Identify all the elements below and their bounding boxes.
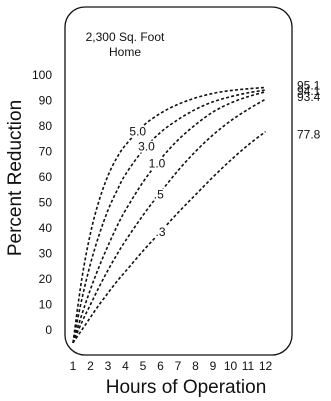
x-tick-label: 5 <box>140 359 147 373</box>
x-tick-label: 12 <box>259 359 273 373</box>
x-tick-label: 11 <box>242 359 255 373</box>
y-tick-label: 80 <box>39 119 53 133</box>
y-tick-label: 100 <box>32 68 52 82</box>
series-label: 5.0 <box>129 125 146 139</box>
y-tick-label: 20 <box>39 272 53 286</box>
x-ticks: 1 2 3 4 5 6 7 8 9 10 11 12 <box>70 359 273 373</box>
curve-labels: 5.03.0 1.0 .5 .3 <box>127 125 171 239</box>
x-tick-label: 3 <box>105 359 112 373</box>
series-end-label: 77.8 <box>297 128 321 142</box>
y-tick-label: 40 <box>39 221 53 235</box>
series-line <box>72 130 266 344</box>
y-tick-label: 70 <box>39 145 53 159</box>
series-label-bg <box>150 225 171 238</box>
x-axis-title: Hours of Operation <box>106 377 267 398</box>
series-label-bg <box>136 140 157 153</box>
series-end-label: 93.4 <box>297 90 321 104</box>
series-label-bg <box>148 188 169 201</box>
annotation-line-1: 2,300 Sq. Foot <box>86 30 165 44</box>
series-line <box>72 89 266 343</box>
x-tick-label: 7 <box>175 359 182 373</box>
annotation-line-2: Home <box>109 45 141 59</box>
x-tick-label: 2 <box>87 359 94 373</box>
x-tick-label: 6 <box>157 359 164 373</box>
curves <box>72 86 266 344</box>
y-tick-label: 10 <box>39 298 53 312</box>
series-label: .5 <box>154 188 164 202</box>
end-labels: 95.194.193.4 77.8 <box>297 78 321 141</box>
y-tick-label: 30 <box>39 247 53 261</box>
x-tick-label: 8 <box>192 359 199 373</box>
x-tick-label: 1 <box>70 359 77 373</box>
series-line <box>72 86 266 343</box>
y-axis-title: Percent Reduction <box>5 100 26 256</box>
series-line <box>72 91 266 344</box>
series-line <box>72 98 266 344</box>
y-tick-label: 60 <box>39 170 53 184</box>
y-ticks: 0 10 20 30 40 50 60 70 80 90 100 <box>32 68 52 337</box>
series-label-bg <box>127 125 148 138</box>
y-tick-label: 90 <box>39 94 53 108</box>
series-label-bg <box>147 157 167 170</box>
series-label: 3.0 <box>138 140 155 154</box>
series-end-label: 95.1 <box>297 78 321 92</box>
y-tick-label: 50 <box>39 196 53 210</box>
plot-frame <box>64 6 293 356</box>
series-end-label: 94.1 <box>297 84 321 98</box>
series-label: .3 <box>155 225 165 239</box>
series-label: 1.0 <box>149 157 166 171</box>
y-tick-label: 0 <box>45 323 52 337</box>
x-tick-label: 10 <box>224 359 238 373</box>
x-tick-label: 9 <box>210 359 217 373</box>
x-tick-label: 4 <box>122 359 129 373</box>
